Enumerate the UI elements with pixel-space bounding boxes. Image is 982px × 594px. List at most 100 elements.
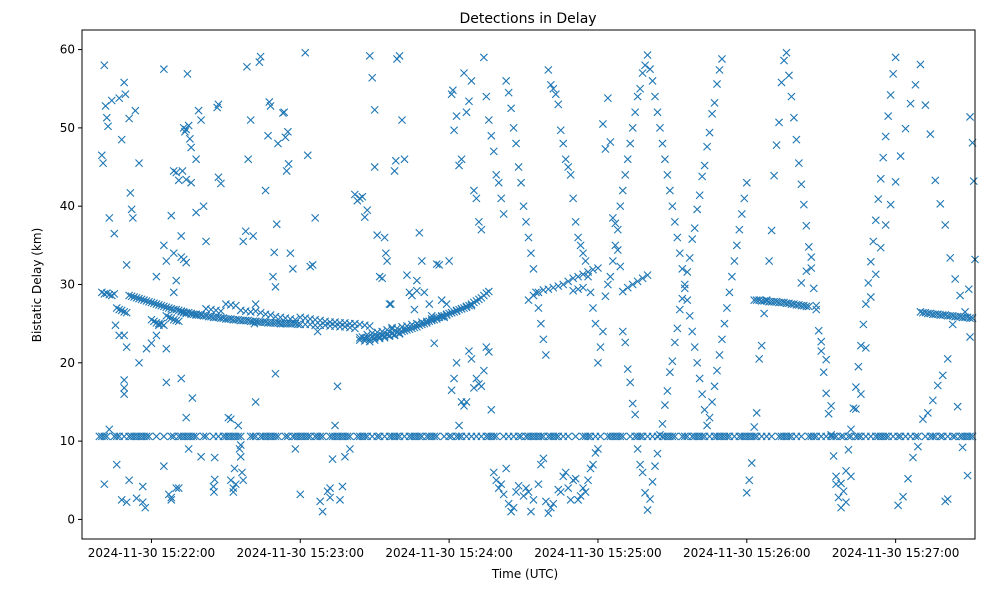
data-point [717,54,726,63]
data-point [238,468,246,477]
data-point [492,170,501,179]
data-point [616,262,625,271]
data-point [412,286,421,295]
data-point [668,202,677,211]
data-point [522,217,531,226]
y-axis-label: Bistatic Delay (km) [30,228,44,343]
data-point [174,484,183,493]
data-point [889,69,898,78]
y-tick-label: 50 [60,121,75,135]
data-point [328,455,337,464]
data-point [908,453,917,462]
data-point [194,106,203,115]
data-point [792,135,801,144]
data-point [159,241,168,250]
data-point [802,221,811,230]
data-point [752,408,761,417]
data-point [891,53,900,62]
data-point [269,272,277,281]
data-point [631,410,640,419]
data-point [162,303,171,312]
data-point [626,139,635,148]
data-point [665,186,674,195]
x-tick-label: 2024-11-30 15:22:00 [88,546,215,560]
data-point [571,474,580,483]
data-point [737,210,746,219]
data-point [534,288,543,297]
data-point [242,62,251,71]
data-point [675,305,684,314]
data-point [665,368,674,377]
data-point [593,264,602,273]
data-point [879,153,888,162]
data-point [131,106,140,115]
data-point [698,172,707,181]
data-point [213,103,222,112]
data-point [100,432,109,441]
data-point [489,432,498,441]
data-point [896,152,905,161]
data-point [541,350,550,359]
data-point [760,309,769,318]
data-point [105,213,114,222]
data-point [740,194,749,203]
data-point [410,305,419,314]
data-point [288,264,297,273]
data-point [502,464,511,473]
data-point [112,460,121,469]
data-point [182,413,191,422]
data-point [646,65,655,74]
data-point [613,225,622,234]
data-point [514,163,523,172]
data-point [688,327,697,336]
data-point [589,304,597,312]
data-point [964,285,973,294]
data-point [167,493,176,502]
x-tick-label: 2024-11-30 15:26:00 [683,546,810,560]
data-point [152,331,161,340]
data-point [643,506,652,515]
data-point [589,460,597,469]
data-point [655,123,664,132]
data-point [120,376,129,385]
data-point [183,69,192,78]
data-point [546,80,555,89]
data-point [784,432,793,441]
data-point [864,278,873,287]
data-point [169,249,178,258]
data-point [598,327,607,336]
data-point [586,288,595,297]
data-point [849,404,858,413]
data-point [125,114,134,123]
data-point [586,464,595,473]
x-tick-label: 2024-11-30 15:23:00 [237,546,364,560]
data-point [938,371,947,380]
data-point [534,480,543,489]
data-point [378,327,387,336]
data-point [122,260,131,269]
x-axis-label: Time (UTC) [491,567,558,581]
data-point [432,432,441,441]
data-point [316,432,325,441]
data-point [234,421,243,430]
data-point [479,366,488,375]
data-point [683,296,692,305]
data-point [455,161,464,170]
data-point [494,484,503,493]
data-point [460,69,468,78]
data-point [524,233,533,242]
data-point [455,421,464,430]
data-point [710,382,719,391]
chart-title: Detections in Delay [459,11,596,27]
data-point [110,289,119,298]
data-point [824,409,833,418]
data-point [598,119,607,128]
data-point [871,270,880,279]
data-point [412,276,421,285]
data-point [593,444,602,453]
data-point [230,464,239,473]
data-point [174,176,183,185]
data-point [509,503,518,512]
data-point [345,444,354,453]
data-point [149,299,158,308]
